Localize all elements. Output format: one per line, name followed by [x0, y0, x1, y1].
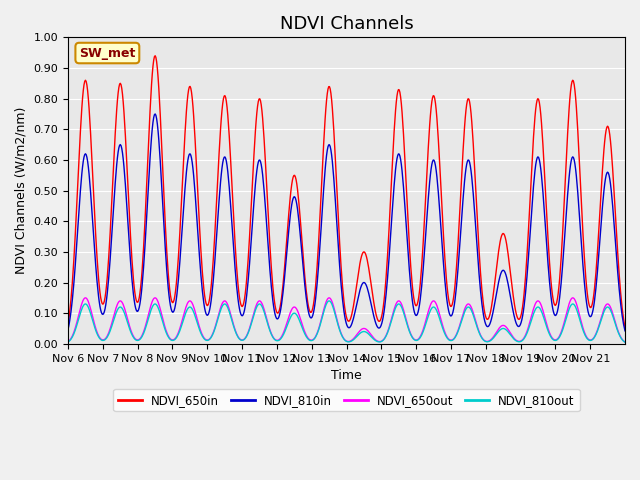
NDVI_650out — [436, 312, 444, 318]
NDVI_810out — [621, 339, 629, 345]
NDVI_650in — [282, 257, 289, 263]
NDVI_810in — [151, 111, 159, 117]
NDVI_810out — [260, 307, 268, 312]
NDVI_810in — [282, 268, 289, 274]
NDVI_650out — [282, 325, 289, 331]
Line: NDVI_650in: NDVI_650in — [68, 56, 625, 327]
Y-axis label: NDVI Channels (W/m2/nm): NDVI Channels (W/m2/nm) — [15, 107, 28, 274]
NDVI_810in — [233, 282, 241, 288]
NDVI_810in — [404, 257, 412, 263]
NDVI_650out — [233, 331, 241, 336]
NDVI_650out — [64, 339, 72, 345]
NDVI_650in — [404, 229, 412, 235]
NDVI_810out — [280, 330, 288, 336]
Legend: NDVI_650in, NDVI_810in, NDVI_650out, NDVI_810out: NDVI_650in, NDVI_810in, NDVI_650out, NDV… — [113, 389, 580, 411]
NDVI_810out — [404, 326, 412, 332]
NDVI_650out — [131, 335, 138, 340]
NDVI_810in — [64, 326, 72, 332]
NDVI_650out — [260, 306, 268, 312]
NDVI_810out — [129, 335, 137, 340]
NDVI_650out — [404, 325, 412, 331]
NDVI_810in — [260, 187, 268, 193]
Line: NDVI_650out: NDVI_650out — [68, 298, 625, 342]
NDVI_650out — [621, 339, 629, 345]
NDVI_650in — [129, 276, 137, 282]
NDVI_810out — [232, 330, 239, 336]
Text: SW_met: SW_met — [79, 47, 136, 60]
NDVI_650in — [151, 53, 159, 59]
NDVI_650in — [233, 263, 241, 269]
Title: NDVI Channels: NDVI Channels — [280, 15, 413, 33]
Line: NDVI_810out: NDVI_810out — [68, 301, 625, 342]
NDVI_650in — [64, 321, 72, 327]
NDVI_650in — [260, 136, 268, 142]
NDVI_810in — [621, 328, 629, 334]
NDVI_810out — [326, 298, 333, 304]
NDVI_810out — [436, 316, 444, 322]
NDVI_810in — [129, 291, 137, 297]
NDVI_810out — [64, 339, 72, 345]
NDVI_650out — [82, 295, 90, 300]
Line: NDVI_810in: NDVI_810in — [68, 114, 625, 331]
X-axis label: Time: Time — [331, 369, 362, 382]
NDVI_650in — [621, 324, 629, 330]
NDVI_650in — [436, 163, 444, 169]
NDVI_810in — [436, 209, 444, 215]
